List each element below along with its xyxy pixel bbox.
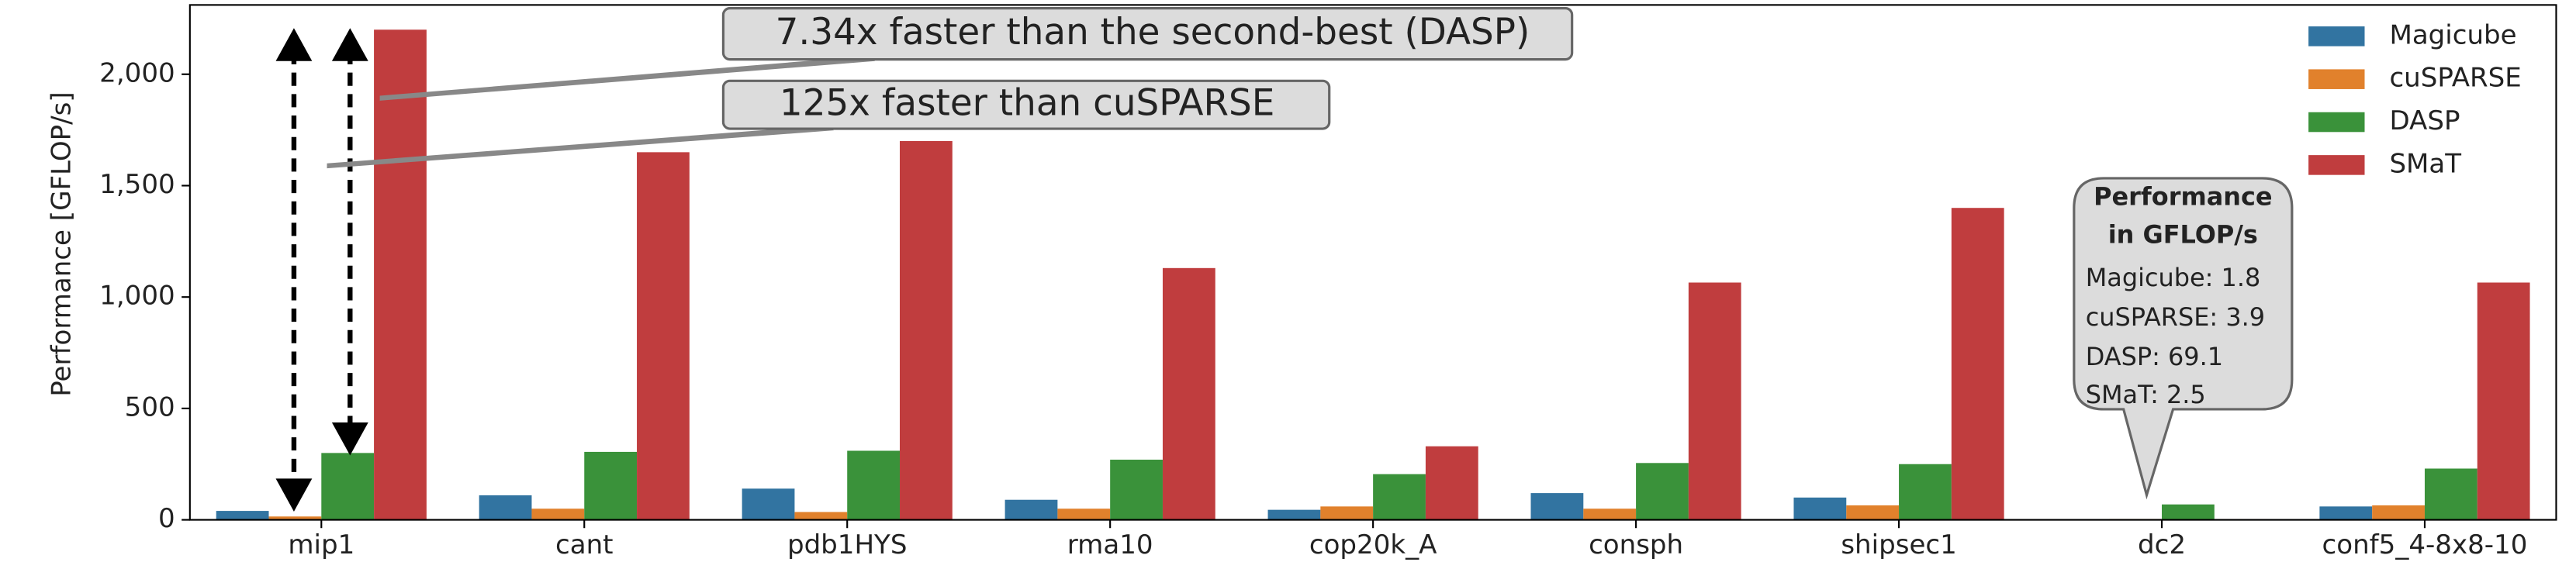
x-tick-label: shipsec1 xyxy=(1841,529,1956,560)
annotation-box xyxy=(721,79,1331,130)
plot-area: 0 500 1,000 1,500 2,000 mip1 cant pdb1HYS rma10 c… xyxy=(99,4,2557,560)
callout-line: SMaT: 2.5 xyxy=(2086,380,2206,409)
bar xyxy=(1530,493,1584,520)
bar xyxy=(2319,506,2373,520)
bar xyxy=(1425,446,1478,520)
bar xyxy=(1899,464,1952,520)
bar xyxy=(2424,468,2477,520)
y-axis-label: Performance [GFLOP/s] xyxy=(46,91,77,396)
bar xyxy=(900,140,953,520)
legend-swatch xyxy=(2308,112,2365,133)
x-tick-label: pdb1HYS xyxy=(787,529,908,560)
y-tick-label: 1,500 xyxy=(99,169,175,200)
bar xyxy=(1320,506,1374,520)
callout-title: Performance xyxy=(2094,181,2272,211)
bar xyxy=(847,450,901,520)
bar xyxy=(1688,282,1741,520)
annotation-pointer xyxy=(379,56,876,101)
bar xyxy=(2162,504,2215,520)
legend-label: SMaT xyxy=(2389,148,2461,179)
annotation-box xyxy=(721,7,1574,61)
arrow-head xyxy=(275,28,313,61)
annotation: 7.34x faster than the second-best (DASP) xyxy=(776,12,1530,53)
x-tick-label: dc2 xyxy=(2138,529,2186,560)
bar xyxy=(1110,459,1163,520)
y-tick-label: 1,000 xyxy=(99,281,175,312)
arrow-head xyxy=(331,28,368,61)
bar xyxy=(1057,509,1111,520)
bar xyxy=(374,29,427,520)
annotation: 125x faster than cuSPARSE xyxy=(780,83,1274,125)
bar xyxy=(1583,509,1637,520)
bar xyxy=(1004,499,1058,520)
legend-label: Magicube xyxy=(2389,19,2516,50)
x-tick-label: consph xyxy=(1589,529,1683,560)
legend-swatch xyxy=(2308,26,2365,47)
x-tick-label: conf5_4-8x8-10 xyxy=(2322,529,2528,560)
bar xyxy=(794,512,848,520)
y-tick-label: 0 xyxy=(158,503,175,534)
plot-frame xyxy=(188,4,2557,521)
bar xyxy=(1373,474,1426,520)
bar xyxy=(531,509,585,520)
bar xyxy=(2477,282,2530,520)
bar xyxy=(268,516,322,520)
bar xyxy=(1636,463,1689,520)
y-tick-label: 2,000 xyxy=(99,57,175,88)
bar xyxy=(216,511,269,520)
bar xyxy=(1267,509,1321,520)
bar xyxy=(637,152,690,520)
bar xyxy=(742,488,795,520)
callout-line: DASP: 69.1 xyxy=(2086,342,2223,371)
x-tick-label: rma10 xyxy=(1067,529,1153,560)
y-tick-label: 500 xyxy=(125,391,175,422)
legend-label: cuSPARSE xyxy=(2389,63,2521,94)
x-tick-label: cop20k_A xyxy=(1309,529,1437,560)
x-tick-label: mip1 xyxy=(288,529,354,560)
arrow-head xyxy=(275,478,313,512)
callout-line: Magicube: 1.8 xyxy=(2086,263,2261,292)
bar xyxy=(479,495,532,520)
callout-box xyxy=(2073,177,2294,500)
legend-swatch xyxy=(2308,69,2365,89)
arrow-head xyxy=(331,422,368,456)
bar xyxy=(584,451,638,520)
legend-label: DASP xyxy=(2389,105,2460,136)
bar xyxy=(321,453,375,520)
bar xyxy=(1162,267,1215,520)
bar xyxy=(1951,208,2004,520)
callout-title: in GFLOP/s xyxy=(2108,219,2258,249)
callout-line: cuSPARSE: 3.9 xyxy=(2086,302,2265,332)
legend-swatch xyxy=(2308,155,2365,175)
bar xyxy=(1846,505,1900,520)
bar xyxy=(1793,497,1847,520)
x-tick-label: cant xyxy=(555,529,614,560)
bar xyxy=(2372,505,2425,520)
annotation-pointer xyxy=(327,125,835,169)
